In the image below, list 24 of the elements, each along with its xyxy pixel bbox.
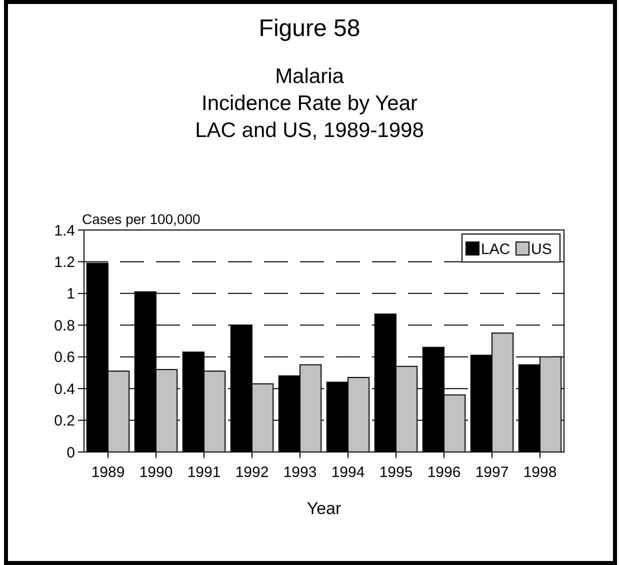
y-tick-label: 1.4 <box>54 222 75 240</box>
x-axis-title: Year <box>306 499 342 518</box>
chart-subtitle: Malaria Incidence Rate by Year LAC and US, 1989-1998 <box>195 65 424 142</box>
x-tick-label: 1995 <box>379 464 413 481</box>
y-tick-label: 0 <box>66 444 75 462</box>
x-tick-label: 1992 <box>235 464 269 481</box>
x-tick-label: 1998 <box>523 464 557 481</box>
y-tick-label: 0.4 <box>54 380 75 398</box>
y-tick-label: 0.8 <box>54 317 75 334</box>
x-tick-label: 1994 <box>331 464 365 481</box>
legend-label: LAC <box>481 241 510 258</box>
y-tick-label: 0.6 <box>54 349 75 366</box>
legend-label: US <box>531 241 552 258</box>
y-tick-label: 1 <box>66 286 75 303</box>
x-tick-label: 1993 <box>283 464 317 481</box>
y-axis-title: Cases per 100,000 <box>82 211 201 227</box>
x-tick-label: 1990 <box>139 464 173 481</box>
chart-title: Figure 58 <box>258 15 360 42</box>
x-tick-label: 1997 <box>475 464 509 481</box>
y-tick-label: 0.2 <box>54 412 75 430</box>
x-tick-label: 1996 <box>427 464 461 481</box>
x-tick-label: 1989 <box>91 464 125 481</box>
x-tick-label: 1991 <box>187 464 221 481</box>
y-tick-label: 1.2 <box>54 254 75 271</box>
